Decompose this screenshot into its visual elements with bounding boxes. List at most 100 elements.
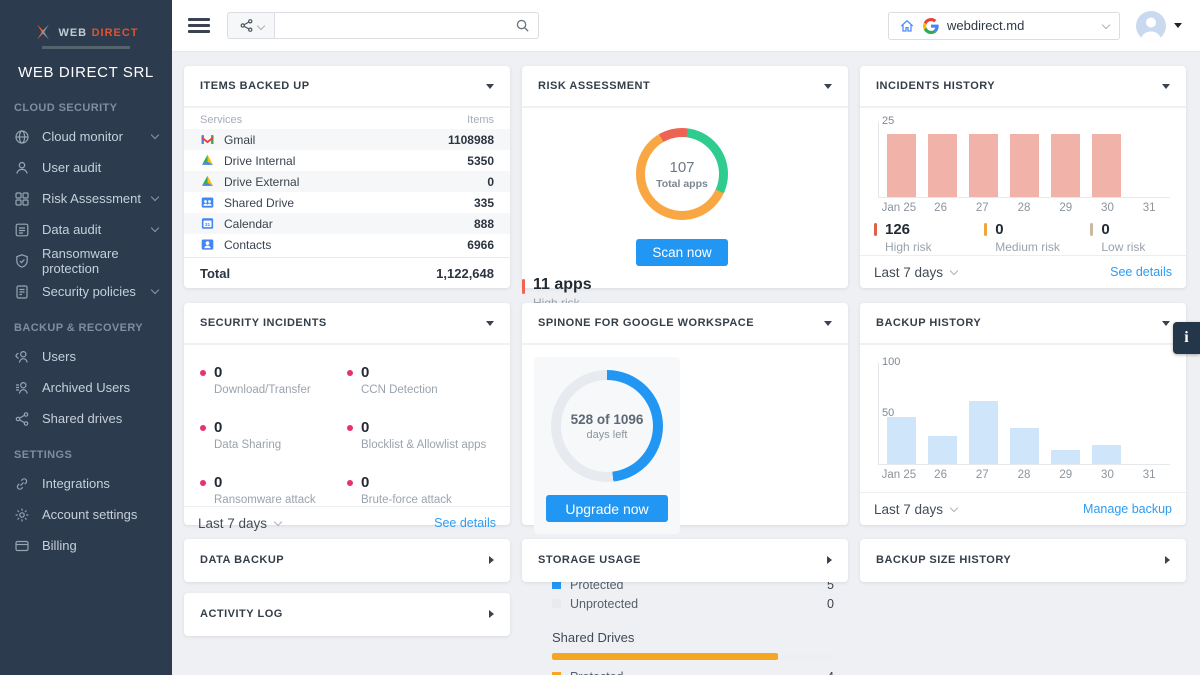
sidebar-item-archived-users[interactable]: Archived Users <box>0 372 172 403</box>
bar <box>1092 134 1121 197</box>
manage-backup-link[interactable]: Manage backup <box>1083 502 1172 516</box>
stat-item: 0 Data Sharing <box>200 419 347 451</box>
x-axis-labels: Jan 25 26 27 28 29 30 31 <box>878 469 1170 485</box>
brand-logo-icon <box>33 22 53 42</box>
stat-item: 0 Low risk <box>1090 221 1172 254</box>
sidebar-item-security-policies[interactable]: Security policies <box>0 276 172 307</box>
incidents-history-header[interactable]: INCIDENTS HISTORY <box>860 66 1186 108</box>
legend-label: Protected <box>570 670 624 675</box>
sidebar-item-shared-drives[interactable]: Shared drives <box>0 403 172 434</box>
backup-size-history-header[interactable]: BACKUP SIZE HISTORY <box>860 539 1186 581</box>
stat-marker <box>984 223 988 236</box>
stat-dot <box>200 479 206 486</box>
data-backup-header[interactable]: DATA BACKUP <box>184 539 510 581</box>
see-details-link[interactable]: See details <box>1110 265 1172 279</box>
share-icon <box>14 411 30 427</box>
sidebar-item-cloud-monitor[interactable]: Cloud monitor <box>0 121 172 152</box>
stat-value: 0 <box>361 364 370 381</box>
domain-selector[interactable]: webdirect.md <box>888 11 1120 40</box>
sidebar-item-data-audit[interactable]: Data audit <box>0 214 172 245</box>
total-apps-label: Total apps <box>656 177 708 190</box>
link-icon <box>14 476 30 492</box>
info-button[interactable]: i <box>1173 322 1200 354</box>
search-box <box>274 12 539 39</box>
sidebar-item-user-audit[interactable]: User audit <box>0 152 172 183</box>
search-input[interactable] <box>275 18 515 33</box>
collapse-icon <box>486 320 494 326</box>
upgrade-now-button[interactable]: Upgrade now <box>546 495 668 522</box>
range-dropdown[interactable]: Last 7 days <box>198 516 283 531</box>
x-label: 31 <box>1142 202 1156 214</box>
x-label: 27 <box>975 202 989 214</box>
range-dropdown[interactable]: Last 7 days <box>874 502 959 517</box>
scan-now-button[interactable]: Scan now <box>636 239 728 266</box>
activity-log-header[interactable]: ACTIVITY LOG <box>184 593 510 635</box>
stat-marker <box>874 223 877 236</box>
drive-icon <box>200 153 215 168</box>
sidebar-item-integrations[interactable]: Integrations <box>0 468 172 499</box>
sidebar-item-account-settings[interactable]: Account settings <box>0 499 172 530</box>
menu-toggle-button[interactable] <box>188 15 210 37</box>
bar <box>1010 134 1039 197</box>
account-menu-button[interactable] <box>1136 10 1182 41</box>
bar-slot <box>963 122 1004 197</box>
service-items-value: 5350 <box>467 153 494 168</box>
bar-slot <box>922 363 963 464</box>
search-scope-button[interactable] <box>227 12 274 39</box>
stat-label: Brute-force attack <box>361 494 452 506</box>
backup-history-card: BACKUP HISTORY Jan 25 26 27 28 29 30 31 100 50 L… <box>860 303 1186 525</box>
sidebar-item-users[interactable]: Users <box>0 341 172 372</box>
bar-slot <box>1127 363 1168 464</box>
stat-item: 126 High risk <box>874 221 984 254</box>
collapse-icon <box>1162 320 1170 326</box>
x-label: 29 <box>1059 469 1073 481</box>
chevron-down-icon <box>273 517 283 527</box>
backup-history-header[interactable]: BACKUP HISTORY <box>860 303 1186 345</box>
stat-value: 0 <box>995 221 1004 238</box>
bar <box>969 134 998 197</box>
column-items: Items <box>467 114 494 126</box>
see-details-link[interactable]: See details <box>434 516 496 530</box>
search-icon[interactable] <box>515 18 530 33</box>
x-label: 30 <box>1101 202 1114 214</box>
data-backup-card: DATA BACKUP <box>184 539 510 582</box>
sidebar-item-billing[interactable]: Billing <box>0 530 172 561</box>
sidebar-item-label: Account settings <box>42 507 138 522</box>
card-title: BACKUP HISTORY <box>876 317 982 329</box>
risk-assessment-header[interactable]: RISK ASSESSMENT <box>522 66 848 108</box>
globe-icon <box>14 129 30 145</box>
bar-slot <box>1004 122 1045 197</box>
sidebar-item-risk-assessment[interactable]: Risk Assessment <box>0 183 172 214</box>
column-services: Services <box>200 114 243 126</box>
table-total-row: Total 1,122,648 <box>184 257 510 288</box>
sidebar-item-label: Billing <box>42 538 77 553</box>
bar <box>1092 444 1121 464</box>
range-dropdown[interactable]: Last 7 days <box>874 265 959 280</box>
chevron-down-icon <box>150 130 160 140</box>
stat-item: 0 Medium risk <box>984 221 1090 254</box>
card-title: BACKUP SIZE HISTORY <box>876 554 1012 566</box>
y-tick-label: 50 <box>882 407 895 419</box>
legend-item: Protected 4 <box>552 667 834 675</box>
bar-slot <box>1045 363 1086 464</box>
storage-usage-header[interactable]: STORAGE USAGE <box>522 539 848 581</box>
items-backed-up-header[interactable]: ITEMS BACKED UP <box>184 66 510 108</box>
service-cell: 31 Calendar <box>200 216 273 231</box>
incidents-stats: 126 High risk 0 Medium risk 0 Low risk <box>860 218 1186 254</box>
service-items-value: 0 <box>487 174 494 189</box>
stat-item: 0 CCN Detection <box>347 364 494 396</box>
license-panel: 528 of 1096 days left Upgrade now <box>534 357 680 534</box>
sidebar-item-label: User audit <box>42 160 102 175</box>
sidebar-item-ransomware-protection[interactable]: Ransomware protection <box>0 245 172 276</box>
spinone-header[interactable]: SPINONE FOR GOOGLE WORKSPACE <box>522 303 848 345</box>
total-value: 1,122,648 <box>436 265 494 281</box>
legend-swatch <box>552 580 561 589</box>
spinone-card: SPINONE FOR GOOGLE WORKSPACE 528 of 1096… <box>522 303 848 675</box>
avatar <box>1136 10 1166 41</box>
sidebar-nav: CLOUD SECURITY Cloud monitor User audit Ris… <box>0 87 172 561</box>
legend-label: Unprotected <box>570 596 639 611</box>
security-incidents-header[interactable]: SECURITY INCIDENTS <box>184 303 510 345</box>
caret-down-icon <box>1174 23 1182 28</box>
brand-logo[interactable]: WEB DIRECT <box>0 0 172 42</box>
